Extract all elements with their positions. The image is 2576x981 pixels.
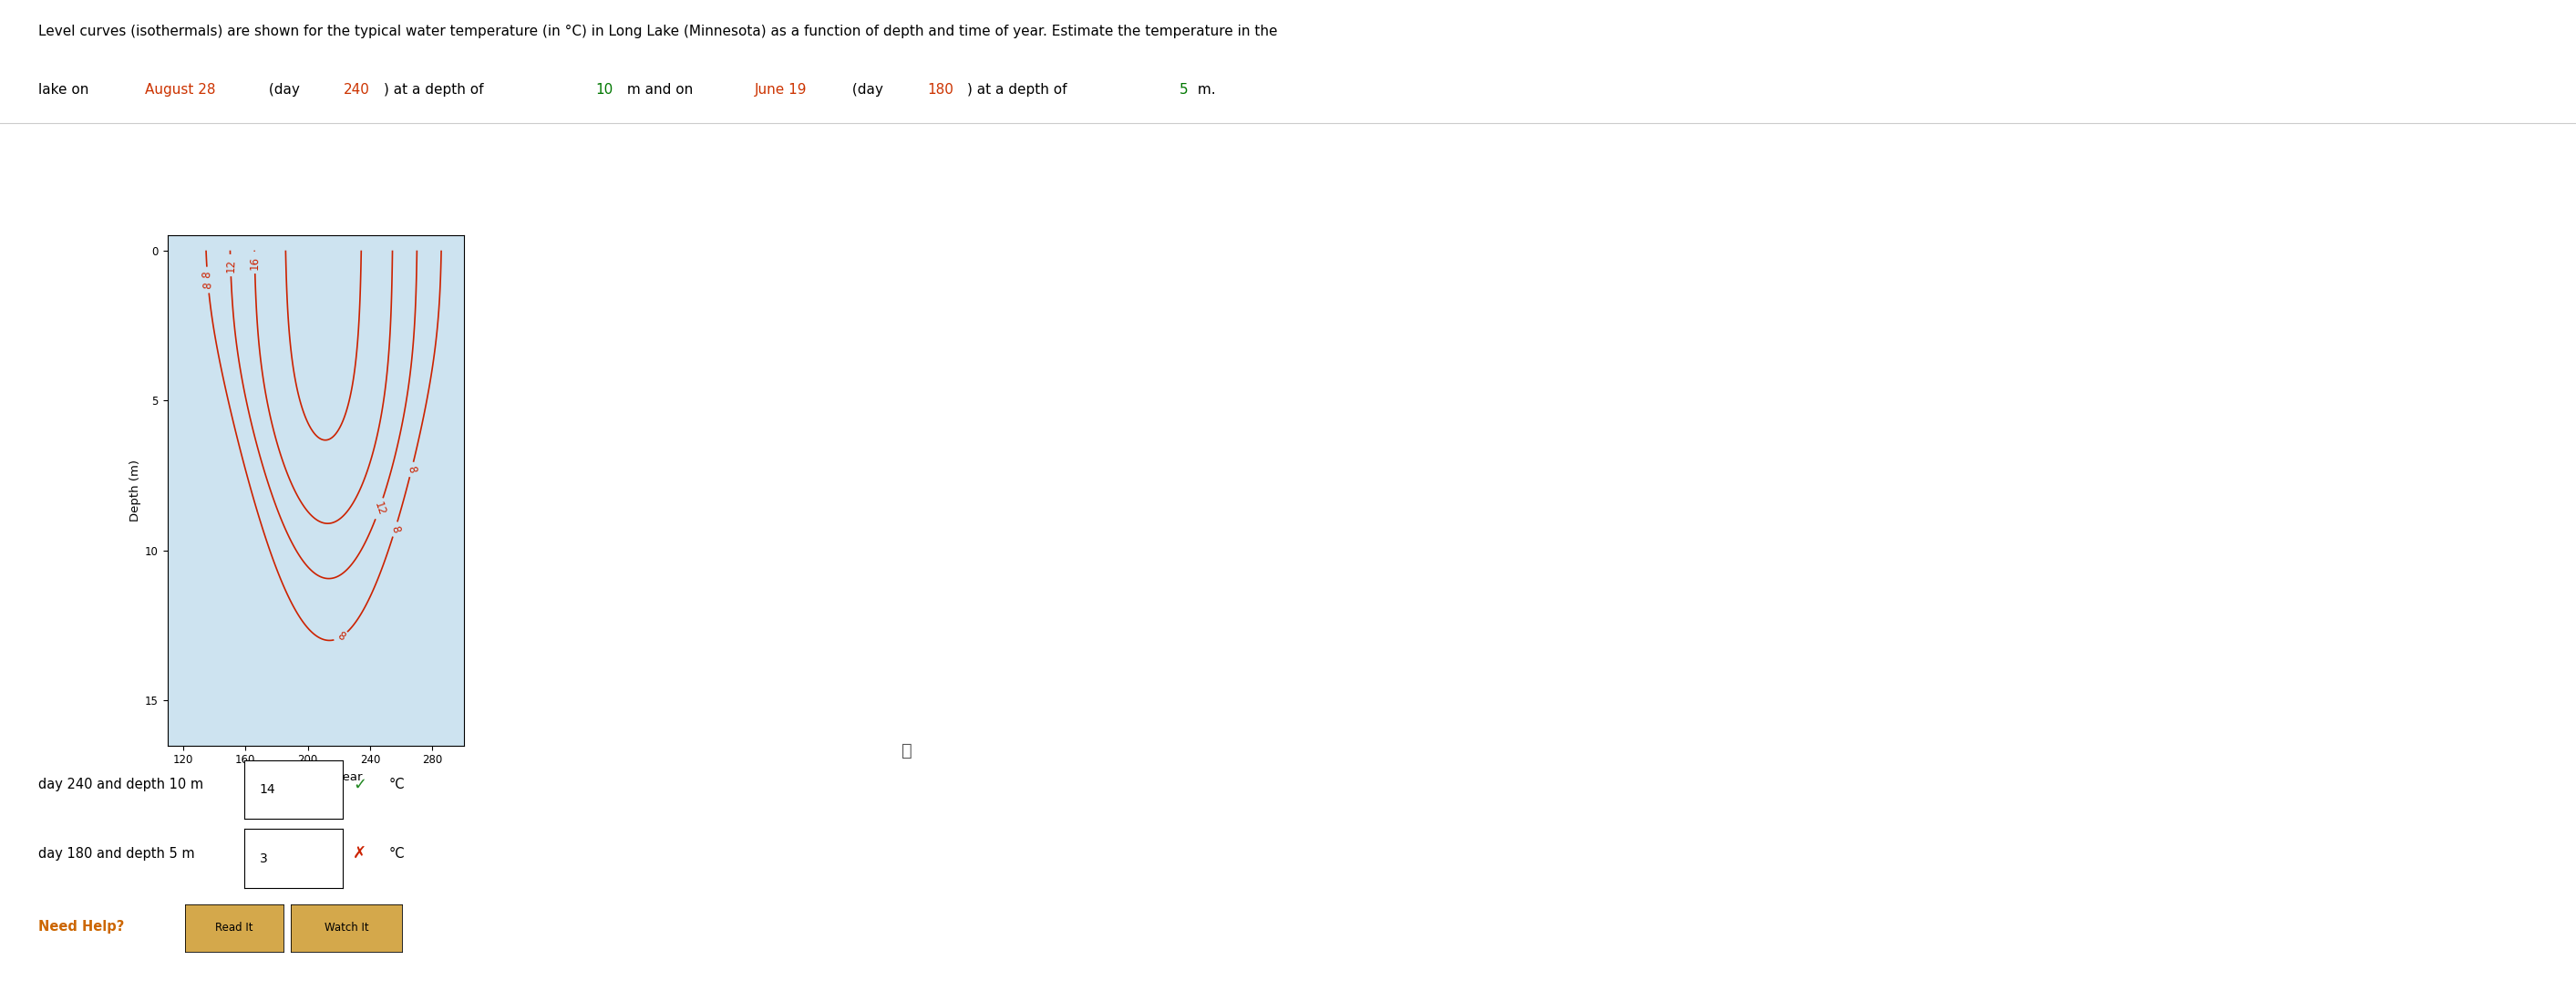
Text: 16: 16 <box>250 255 260 270</box>
Text: 8: 8 <box>335 630 348 644</box>
Text: m and on: m and on <box>623 83 698 97</box>
Text: 8: 8 <box>404 465 417 474</box>
Text: Level curves (isothermals) are shown for the typical water temperature (in °C) i: Level curves (isothermals) are shown for… <box>39 25 1278 38</box>
Text: °C: °C <box>389 847 404 860</box>
Text: ✗: ✗ <box>353 846 366 861</box>
Text: Read It: Read It <box>216 922 252 934</box>
Text: 12: 12 <box>371 500 386 517</box>
Text: ) at a depth of: ) at a depth of <box>384 83 487 97</box>
Text: 14: 14 <box>260 783 276 797</box>
Text: (day: (day <box>848 83 889 97</box>
Text: 8: 8 <box>389 524 402 534</box>
X-axis label: Day of the year: Day of the year <box>268 771 363 783</box>
Text: 180: 180 <box>927 83 953 97</box>
Text: 8: 8 <box>201 271 214 279</box>
Text: ) at a depth of: ) at a depth of <box>969 83 1072 97</box>
Text: June 19: June 19 <box>755 83 806 97</box>
Text: lake on: lake on <box>39 83 93 97</box>
Text: day 180 and depth 5 m: day 180 and depth 5 m <box>39 847 196 860</box>
Text: August 28: August 28 <box>144 83 216 97</box>
Text: 12: 12 <box>224 258 237 273</box>
Text: 8: 8 <box>201 282 214 289</box>
Text: m.: m. <box>1193 83 1216 97</box>
Text: 5: 5 <box>1180 83 1188 97</box>
Text: 10: 10 <box>595 83 613 97</box>
Y-axis label: Depth (m): Depth (m) <box>129 459 142 522</box>
Text: ✓: ✓ <box>353 777 366 793</box>
Text: Watch It: Watch It <box>325 922 368 934</box>
Text: (day: (day <box>265 83 304 97</box>
Text: 3: 3 <box>260 852 268 865</box>
Text: Need Help?: Need Help? <box>39 920 124 934</box>
Text: 240: 240 <box>343 83 371 97</box>
Text: °C: °C <box>389 778 404 792</box>
Text: day 240 and depth 10 m: day 240 and depth 10 m <box>39 778 204 792</box>
Text: ⓘ: ⓘ <box>902 742 912 759</box>
